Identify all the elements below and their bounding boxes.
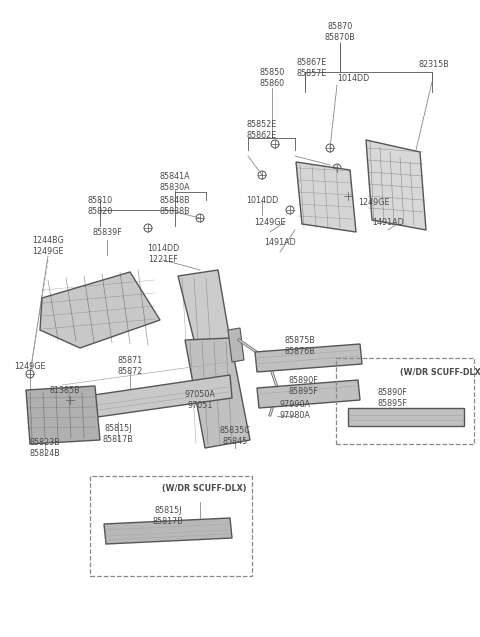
Polygon shape xyxy=(178,270,230,344)
Text: 81385B: 81385B xyxy=(50,386,80,395)
Text: 85875B
85876B: 85875B 85876B xyxy=(285,336,315,356)
Text: 85839F: 85839F xyxy=(92,228,122,237)
Text: 85850
85860: 85850 85860 xyxy=(259,68,285,88)
Polygon shape xyxy=(296,162,356,232)
Text: 1249GE: 1249GE xyxy=(254,218,286,227)
Polygon shape xyxy=(60,375,232,422)
Polygon shape xyxy=(104,518,232,544)
Polygon shape xyxy=(26,386,100,444)
Polygon shape xyxy=(255,344,362,372)
Text: 1491AD: 1491AD xyxy=(372,218,404,227)
Text: 85835C
85845: 85835C 85845 xyxy=(219,426,251,446)
Text: 85810
85820: 85810 85820 xyxy=(87,196,113,216)
Text: 85823B
85824B: 85823B 85824B xyxy=(30,438,60,458)
Text: (W/DR SCUFF-DLX): (W/DR SCUFF-DLX) xyxy=(162,484,247,493)
Text: 82315B: 82315B xyxy=(419,60,449,69)
Text: 85852E
85862E: 85852E 85862E xyxy=(247,120,277,140)
Bar xyxy=(336,358,474,444)
Text: 1249GE: 1249GE xyxy=(358,198,390,207)
Polygon shape xyxy=(366,140,426,230)
Text: 85871
85872: 85871 85872 xyxy=(117,356,143,376)
Polygon shape xyxy=(40,272,160,348)
Text: 1014DD
1221EF: 1014DD 1221EF xyxy=(147,244,179,264)
Polygon shape xyxy=(185,338,250,448)
Text: 85867E
85857E: 85867E 85857E xyxy=(297,58,327,78)
Text: 85870
85870B: 85870 85870B xyxy=(324,22,355,42)
Text: 85815J
85817B: 85815J 85817B xyxy=(153,506,183,526)
Text: 85815J
85817B: 85815J 85817B xyxy=(103,424,133,444)
Bar xyxy=(90,476,252,576)
Text: 1249GE: 1249GE xyxy=(14,362,46,371)
Text: 97990A
97980A: 97990A 97980A xyxy=(279,400,311,420)
Polygon shape xyxy=(257,380,360,408)
Polygon shape xyxy=(348,408,464,426)
Text: 1014DD: 1014DD xyxy=(337,74,369,83)
Text: 85841A
85830A: 85841A 85830A xyxy=(160,172,190,192)
Polygon shape xyxy=(228,328,244,362)
Text: 1014DD: 1014DD xyxy=(246,196,278,205)
Text: 1491AD: 1491AD xyxy=(264,238,296,247)
Text: 85848B
85838B: 85848B 85838B xyxy=(160,196,190,216)
Text: 1244BG
1249GE: 1244BG 1249GE xyxy=(32,236,64,256)
Text: 85890F
85895F: 85890F 85895F xyxy=(288,376,318,396)
Text: (W/DR SCUFF-DLX): (W/DR SCUFF-DLX) xyxy=(400,368,480,377)
Text: 85890F
85895F: 85890F 85895F xyxy=(377,388,407,408)
Text: 97050A
97051: 97050A 97051 xyxy=(185,390,216,410)
